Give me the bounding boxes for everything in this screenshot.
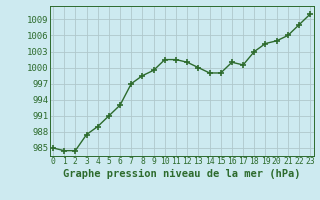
- X-axis label: Graphe pression niveau de la mer (hPa): Graphe pression niveau de la mer (hPa): [63, 169, 300, 179]
